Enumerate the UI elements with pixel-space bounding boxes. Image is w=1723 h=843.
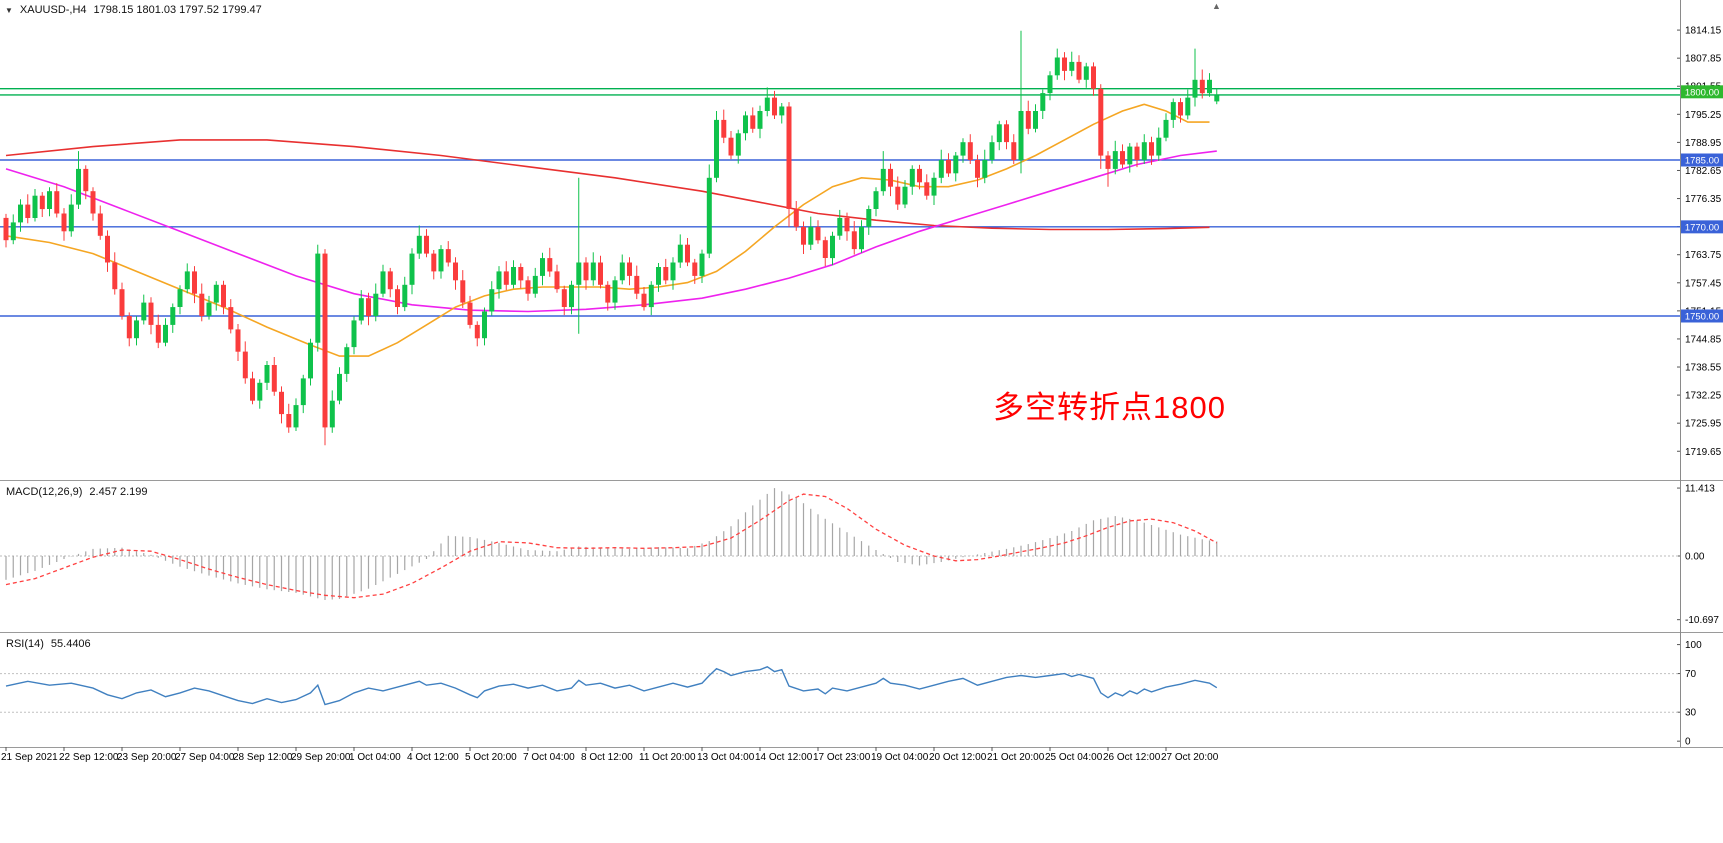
ma-line-fast [5, 103, 1210, 357]
rsi-name: RSI(14) [6, 638, 44, 650]
ohlc-values: 1798.15 1801.03 1797.52 1799.47 [93, 4, 262, 16]
time-axis-label: 4 Oct 12:00 [407, 752, 459, 763]
price-badge-1750.00 [1681, 309, 1723, 323]
svg-text:70: 70 [1685, 669, 1697, 680]
macd-signal-line [5, 493, 1218, 599]
svg-text:1725.95: 1725.95 [1685, 419, 1722, 430]
time-axis-label: 14 Oct 12:00 [755, 752, 813, 763]
svg-text:1807.85: 1807.85 [1685, 54, 1722, 65]
macd-histogram [5, 488, 1218, 600]
time-axis-label: 22 Sep 12:00 [59, 752, 119, 763]
rsi-indicator-label: RSI(14) 55.4406 [6, 638, 91, 650]
time-axis-label: 1 Oct 04:00 [349, 752, 401, 763]
svg-text:1732.25: 1732.25 [1685, 391, 1722, 402]
svg-text:1744.85: 1744.85 [1685, 334, 1722, 345]
svg-text:1788.95: 1788.95 [1685, 138, 1722, 149]
svg-text:1782.65: 1782.65 [1685, 166, 1722, 177]
svg-text:0: 0 [1685, 737, 1691, 748]
time-axis-label: 19 Oct 04:00 [871, 752, 929, 763]
svg-text:1800.00: 1800.00 [1685, 87, 1719, 98]
time-axis-label: 17 Oct 23:00 [813, 752, 871, 763]
time-axis-label: 11 Oct 20:00 [639, 752, 696, 763]
svg-text:1785.00: 1785.00 [1685, 156, 1719, 167]
svg-text:-10.697: -10.697 [1685, 615, 1719, 626]
time-axis-label: 8 Oct 12:00 [581, 752, 633, 763]
svg-text:30: 30 [1685, 708, 1697, 719]
symbol-dropdown-icon[interactable]: ▼ [5, 5, 13, 15]
time-axis-label: 5 Oct 20:00 [465, 752, 517, 763]
price-axis: 1814.151807.851801.551795.251788.951782.… [1677, 26, 1722, 748]
time-axis-label: 26 Oct 12:00 [1103, 752, 1161, 763]
svg-text:1757.45: 1757.45 [1685, 278, 1722, 289]
svg-text:1770.00: 1770.00 [1685, 222, 1719, 233]
time-axis-label: 23 Sep 20:00 [117, 752, 177, 763]
svg-text:0.00: 0.00 [1685, 552, 1705, 563]
rsi-line [5, 666, 1218, 706]
price-badge-1785.00 [1681, 153, 1723, 167]
candlestick-series [3, 30, 1220, 446]
svg-text:1814.15: 1814.15 [1685, 26, 1722, 37]
time-axis-label: 29 Sep 20:00 [291, 752, 351, 763]
time-axis-label: 21 Sep 2021 [1, 752, 58, 763]
time-axis-label: 21 Oct 20:00 [987, 752, 1045, 763]
macd-name: MACD(12,26,9) [6, 486, 83, 498]
ma-line-mid [5, 150, 1217, 313]
ma-line-slow [5, 139, 1210, 231]
svg-text:1795.25: 1795.25 [1685, 110, 1722, 121]
chart-ohlc-readout: ▼ XAUUSD-,H4 1798.15 1801.03 1797.52 179… [5, 4, 262, 16]
svg-text:11.413: 11.413 [1685, 484, 1715, 495]
svg-text:1750.00: 1750.00 [1685, 311, 1719, 322]
svg-text:100: 100 [1685, 640, 1702, 651]
macd-indicator-label: MACD(12,26,9) 2.457 2.199 [6, 486, 148, 498]
macd-values: 2.457 2.199 [89, 486, 148, 498]
time-axis-label: 27 Oct 20:00 [1161, 752, 1219, 763]
scroll-shift-marker-icon: ▲ [1212, 1, 1221, 11]
svg-text:1776.35: 1776.35 [1685, 194, 1722, 205]
time-axis-label: 27 Sep 04:00 [175, 752, 235, 763]
price-badge-1800.00 [1681, 85, 1723, 99]
time-axis-label: 28 Sep 12:00 [233, 752, 293, 763]
time-axis-label: 25 Oct 04:00 [1045, 752, 1103, 763]
time-axis-label: 20 Oct 12:00 [929, 752, 987, 763]
price-badge-1770.00 [1681, 220, 1723, 234]
time-axis-label: 13 Oct 04:00 [697, 752, 755, 763]
symbol-timeframe-label: XAUUSD-,H4 [19, 4, 87, 16]
svg-text:1763.75: 1763.75 [1685, 250, 1722, 261]
chart-annotation-text: 多空转折点1800 [993, 390, 1226, 425]
rsi-value: 55.4406 [50, 638, 91, 650]
time-axis-label: 7 Oct 04:00 [523, 752, 575, 763]
svg-text:1738.55: 1738.55 [1685, 363, 1722, 374]
svg-text:1719.65: 1719.65 [1685, 447, 1722, 458]
